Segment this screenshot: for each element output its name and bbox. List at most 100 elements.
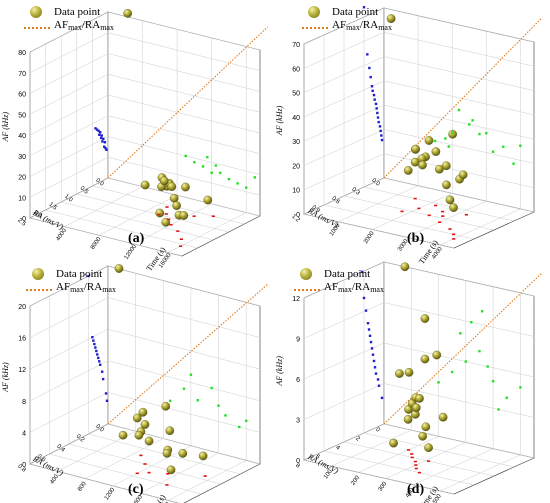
ra-time-projection-marker (434, 204, 438, 207)
y-tick-label: 1600 (131, 494, 144, 503)
data-point-marker (445, 195, 455, 205)
ra-time-projection-marker (211, 215, 215, 218)
ra-af-projection-marker (98, 133, 101, 136)
time-af-projection-marker (196, 399, 200, 402)
data-point-marker (160, 176, 169, 186)
ra-time-projection-marker (413, 197, 417, 200)
ra-af-projection-marker (375, 107, 378, 110)
z-tick-label: 30 (18, 154, 26, 161)
time-af-projection-marker (238, 425, 241, 429)
z-tick-label: 20 (292, 163, 300, 170)
dotted-line-icon (294, 282, 320, 296)
z-tick-label: 3 (296, 418, 300, 425)
grid-line (440, 38, 521, 246)
time-af-projection-marker (447, 145, 450, 148)
ratio-line (107, 26, 268, 179)
ball-marker-icon (302, 5, 328, 19)
y-tick-label: 400 (49, 473, 60, 485)
time-af-projection-marker (497, 408, 500, 411)
z-tick-label: 0 (22, 462, 26, 469)
data-point-marker (203, 195, 213, 205)
ra-af-projection-marker (103, 145, 106, 148)
ra-af-projection-marker (101, 377, 105, 381)
ra-af-projection-marker (104, 392, 108, 395)
ra-af-projection-marker (374, 372, 378, 375)
panel-label: (c) (128, 482, 144, 497)
ra-time-projection-marker (417, 471, 422, 474)
legend-label: AFmax/RAmax (324, 281, 384, 294)
time-af-projection-marker (457, 108, 461, 112)
panel-label: (d) (407, 482, 425, 497)
time-af-projection-marker (468, 123, 471, 126)
z-tick-label: 10 (292, 188, 300, 195)
ratio-line (383, 273, 542, 425)
x-tick-label: 4 (334, 445, 341, 452)
time-af-projection-marker (224, 414, 227, 417)
data-point-marker (166, 465, 176, 475)
z-tick-label: 9 (296, 337, 300, 344)
data-point-marker (138, 407, 148, 417)
legend-item-data-point: Data point (26, 266, 116, 281)
time-af-projection-marker (236, 182, 239, 185)
grid-line (88, 276, 241, 475)
y-tick-label: 100 (323, 468, 334, 480)
z-axis-title: AF (kHz) (275, 356, 284, 387)
data-point-marker (179, 211, 189, 220)
ra-time-projection-marker (426, 460, 431, 462)
data-point-marker (155, 208, 165, 218)
time-af-projection-marker (210, 386, 213, 390)
z-tick-label: 60 (292, 66, 300, 73)
data-point-marker (424, 136, 434, 145)
grid-line (133, 37, 212, 245)
dotted-line-icon (24, 20, 50, 34)
ra-af-projection-marker (372, 359, 376, 363)
time-af-projection-marker (464, 360, 468, 363)
x-tick-label: 2.0 (32, 210, 43, 220)
ra-time-projection-marker (441, 215, 445, 217)
data-point-marker (114, 264, 124, 273)
z-tick-label: 0 (296, 458, 300, 465)
data-point-marker (123, 9, 133, 18)
time-af-projection-marker (168, 399, 172, 403)
ra-af-projection-marker (93, 342, 96, 346)
z-tick-label: 0 (296, 212, 300, 219)
ra-af-projection-marker (103, 141, 107, 144)
grid-line (385, 280, 467, 479)
z-tick-label: 10 (18, 195, 26, 202)
z-tick-label: 30 (292, 139, 300, 146)
ra-af-projection-marker (97, 129, 100, 133)
ball-marker-icon (26, 267, 52, 281)
grid-line (168, 46, 247, 253)
x-tick-label: 1.5 (48, 202, 59, 212)
data-point-marker (386, 14, 396, 23)
legend-label: Data point (56, 267, 103, 280)
ra-af-projection-marker (101, 140, 104, 143)
grid-line (168, 302, 247, 501)
z-tick-label: 12 (18, 367, 26, 374)
ra-time-projection-marker (179, 245, 183, 247)
ra-af-projection-marker (100, 370, 104, 373)
legend-item-data-point: Data point (302, 4, 392, 19)
data-point-marker (415, 394, 424, 403)
legend-item-data-point: Data point (24, 4, 114, 19)
data-point-marker (420, 314, 430, 323)
ra-time-projection-marker (165, 484, 169, 486)
y-tick-label: 200 (350, 474, 361, 486)
grid-line (323, 289, 475, 486)
data-point-marker (172, 201, 181, 210)
legend-item-data-point: Data point (294, 266, 384, 281)
legend: Data point AFmax/RAmax (302, 4, 392, 34)
grid-line (372, 23, 453, 230)
ra-af-projection-marker (367, 328, 371, 331)
time-af-projection-marker (227, 177, 231, 181)
scatter3d-plot-a: 010203040506070800.00.51.01.52.02.540008… (1, 9, 268, 273)
z-axis-title: AF (kHz) (1, 112, 10, 143)
x-tick-label: 0 (374, 427, 381, 434)
data-point-marker (389, 438, 398, 448)
x-tick-label: 0.0 (94, 178, 105, 188)
z-tick-label: 6 (296, 377, 300, 384)
data-point-marker (165, 426, 175, 436)
legend-label: AFmax/RAmax (54, 19, 114, 32)
data-point-marker (395, 369, 404, 378)
ra-af-projection-marker (364, 309, 368, 312)
